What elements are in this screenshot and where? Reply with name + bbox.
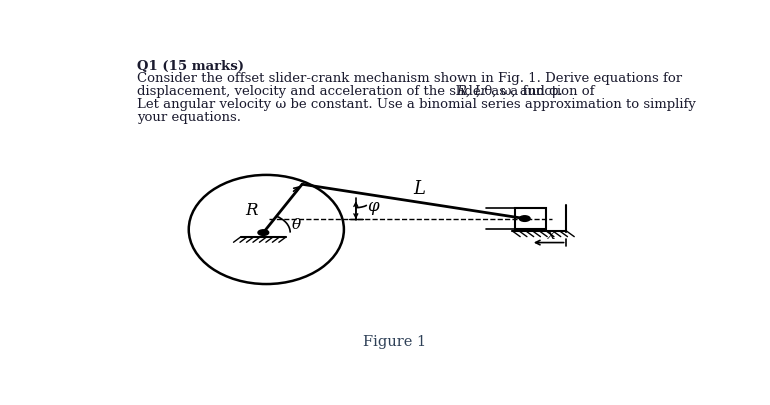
Text: L: L — [413, 180, 425, 198]
Text: R, L: R, L — [457, 85, 484, 98]
Text: , θ, ω, and φ.: , θ, ω, and φ. — [477, 85, 563, 98]
Circle shape — [258, 230, 269, 235]
Text: displacement, velocity and acceleration of the slider as a function of: displacement, velocity and acceleration … — [137, 85, 598, 98]
Bar — [515, 208, 547, 230]
Text: θ: θ — [292, 218, 301, 232]
Text: Let angular velocity ω be constant. Use a binomial series approximation to simpl: Let angular velocity ω be constant. Use … — [137, 98, 696, 111]
Text: Q1 (15 marks): Q1 (15 marks) — [137, 60, 244, 72]
Text: φ: φ — [367, 198, 378, 215]
Text: R: R — [245, 202, 258, 219]
Text: x: x — [547, 228, 556, 242]
Circle shape — [519, 216, 530, 222]
Text: Consider the offset slider-crank mechanism shown in Fig. 1. Derive equations for: Consider the offset slider-crank mechani… — [137, 72, 682, 85]
Text: Figure 1: Figure 1 — [363, 335, 426, 349]
Text: your equations.: your equations. — [137, 111, 241, 124]
